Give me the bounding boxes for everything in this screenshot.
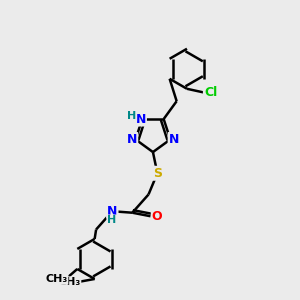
Text: N: N <box>136 112 146 125</box>
Text: S: S <box>153 167 162 180</box>
Text: N: N <box>169 133 179 146</box>
Text: N: N <box>127 133 137 146</box>
Text: Cl: Cl <box>204 86 217 99</box>
Text: H: H <box>107 215 116 225</box>
Text: H: H <box>127 110 136 121</box>
Text: N: N <box>107 205 118 218</box>
Text: CH₃: CH₃ <box>46 274 68 284</box>
Text: CH₃: CH₃ <box>58 277 81 287</box>
Text: O: O <box>152 210 162 223</box>
